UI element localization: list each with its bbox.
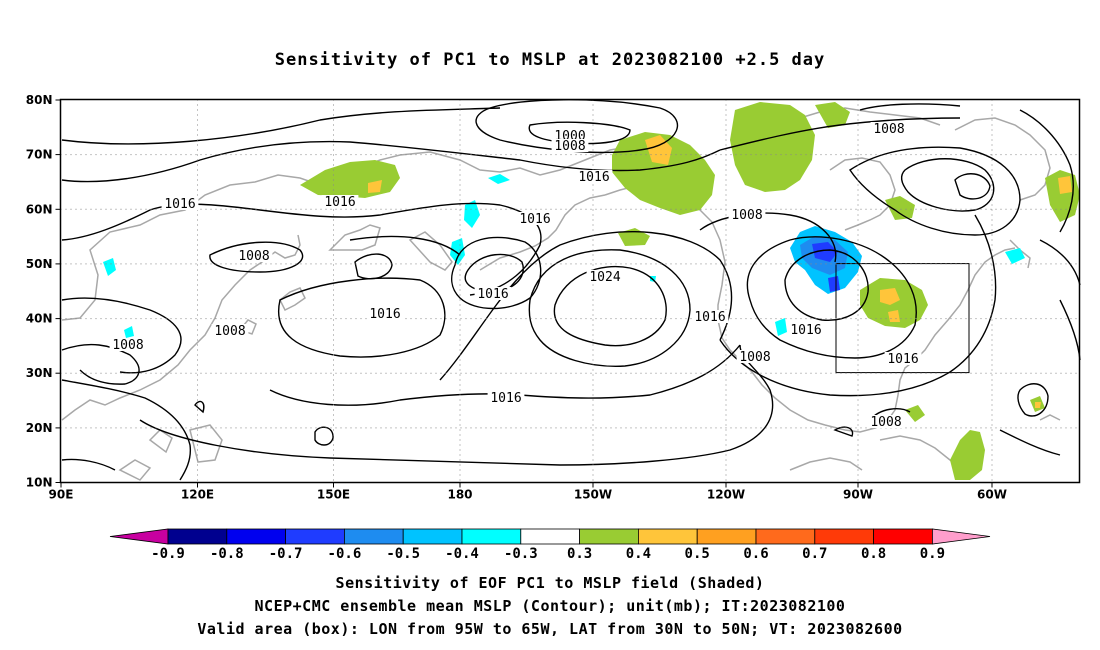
- lon-label: 120W: [707, 488, 745, 502]
- colorbar-swatch: [461, 528, 522, 545]
- lon-label: 60W: [977, 488, 1007, 502]
- colorbar-swatch: [579, 528, 639, 545]
- colorbar-swatch: [873, 528, 933, 545]
- caption-contour: NCEP+CMC ensemble mean MSLP (Contour); u…: [254, 597, 846, 615]
- lat-label: 80N: [26, 93, 53, 107]
- map-frame: [59, 98, 1081, 484]
- colorbar-swatch: [814, 528, 874, 545]
- colorbar-swatch: [696, 528, 757, 545]
- contour-label: 1016: [164, 197, 195, 212]
- latitude-labels: 80N 70N 60N 50N 40N 30N 20N 10N: [26, 93, 61, 490]
- colorbar-label: -0.4: [445, 546, 479, 562]
- colorbar-label: -0.3: [504, 546, 538, 562]
- colorbar-label: -0.5: [386, 546, 420, 562]
- contour-label: 1008: [112, 338, 143, 353]
- lon-label: 120E: [181, 488, 214, 502]
- contour-label: 1016: [477, 287, 508, 302]
- lon-label: 90E: [49, 488, 74, 502]
- contour-label: 1016: [887, 352, 918, 367]
- colorbar-low-arrow: [109, 528, 169, 545]
- contour-label: 1008: [873, 122, 904, 137]
- negative-sensitivity-shading: [103, 174, 1025, 338]
- colorbar-label: 0.4: [626, 546, 651, 562]
- contour-label: 1016: [578, 170, 609, 185]
- colorbar-label: 0.5: [685, 546, 710, 562]
- lon-label: 180: [447, 488, 472, 502]
- lat-label: 40N: [26, 312, 53, 326]
- contour-label: 1024: [589, 270, 620, 285]
- colorbar: -0.9 -0.8 -0.7 -0.6 -0.5 -0.4 -0.3 0.3 0.4 0.5 0.6…: [109, 528, 991, 562]
- contour-label: 1016: [490, 391, 521, 406]
- lon-label: 90W: [843, 488, 873, 502]
- colorbar-label: -0.8: [210, 546, 244, 562]
- contour-label: 1008: [214, 324, 245, 339]
- lat-label: 20N: [26, 421, 53, 435]
- colorbar-high-arrow: [932, 528, 991, 545]
- colorbar-label: 0.8: [861, 546, 886, 562]
- colorbar-label: 0.7: [802, 546, 827, 562]
- colorbar-label: 0.6: [743, 546, 768, 562]
- positive-sensitivity-shading: [300, 102, 1080, 480]
- lon-label: 150E: [317, 488, 350, 502]
- colorbar-label: -0.7: [269, 546, 303, 562]
- contour-label: 1008: [238, 249, 269, 264]
- contour-label: 1016: [369, 307, 400, 322]
- contour-label: 1008: [731, 208, 762, 223]
- colorbar-label: 0.3: [567, 546, 592, 562]
- lat-label: 10N: [26, 476, 53, 490]
- lon-label: 150W: [574, 488, 612, 502]
- contour-label: 1016: [694, 310, 725, 325]
- colorbar-label: 0.9: [920, 546, 945, 562]
- mslp-contours: [61, 99, 1081, 481]
- colorbar-swatch: [285, 528, 345, 545]
- colorbar-swatch: [226, 528, 287, 545]
- colorbar-swatch: [343, 528, 404, 545]
- colorbar-label: -0.9: [151, 546, 185, 562]
- colorbar-label: -0.6: [328, 546, 362, 562]
- contour-label: 1008: [739, 350, 770, 365]
- lat-label: 60N: [26, 202, 53, 216]
- contour-label: 1016: [519, 212, 550, 227]
- colorbar-swatch: [167, 528, 228, 545]
- contour-label: 1008: [554, 139, 585, 154]
- colorbar-swatch: [402, 528, 463, 545]
- caption-valid-area: Valid area (box): LON from 95W to 65W, L…: [197, 620, 903, 638]
- lat-label: 30N: [26, 366, 53, 380]
- colorbar-swatch: [638, 528, 698, 545]
- colorbar-swatch: [520, 528, 580, 545]
- lat-label: 70N: [26, 148, 53, 162]
- chart-title: Sensitivity of PC1 to MSLP at 2023082100…: [274, 50, 826, 70]
- contour-label: 1016: [790, 323, 821, 338]
- contour-label: 1016: [324, 195, 355, 210]
- lat-label: 50N: [26, 257, 53, 271]
- longitude-labels: 90E 120E 150E 180 150W 120W 90W 60W: [49, 482, 1007, 502]
- colorbar-swatch: [755, 528, 816, 545]
- caption-shading: Sensitivity of EOF PC1 to MSLP field (Sh…: [335, 574, 765, 592]
- contour-label: 1008: [870, 415, 901, 430]
